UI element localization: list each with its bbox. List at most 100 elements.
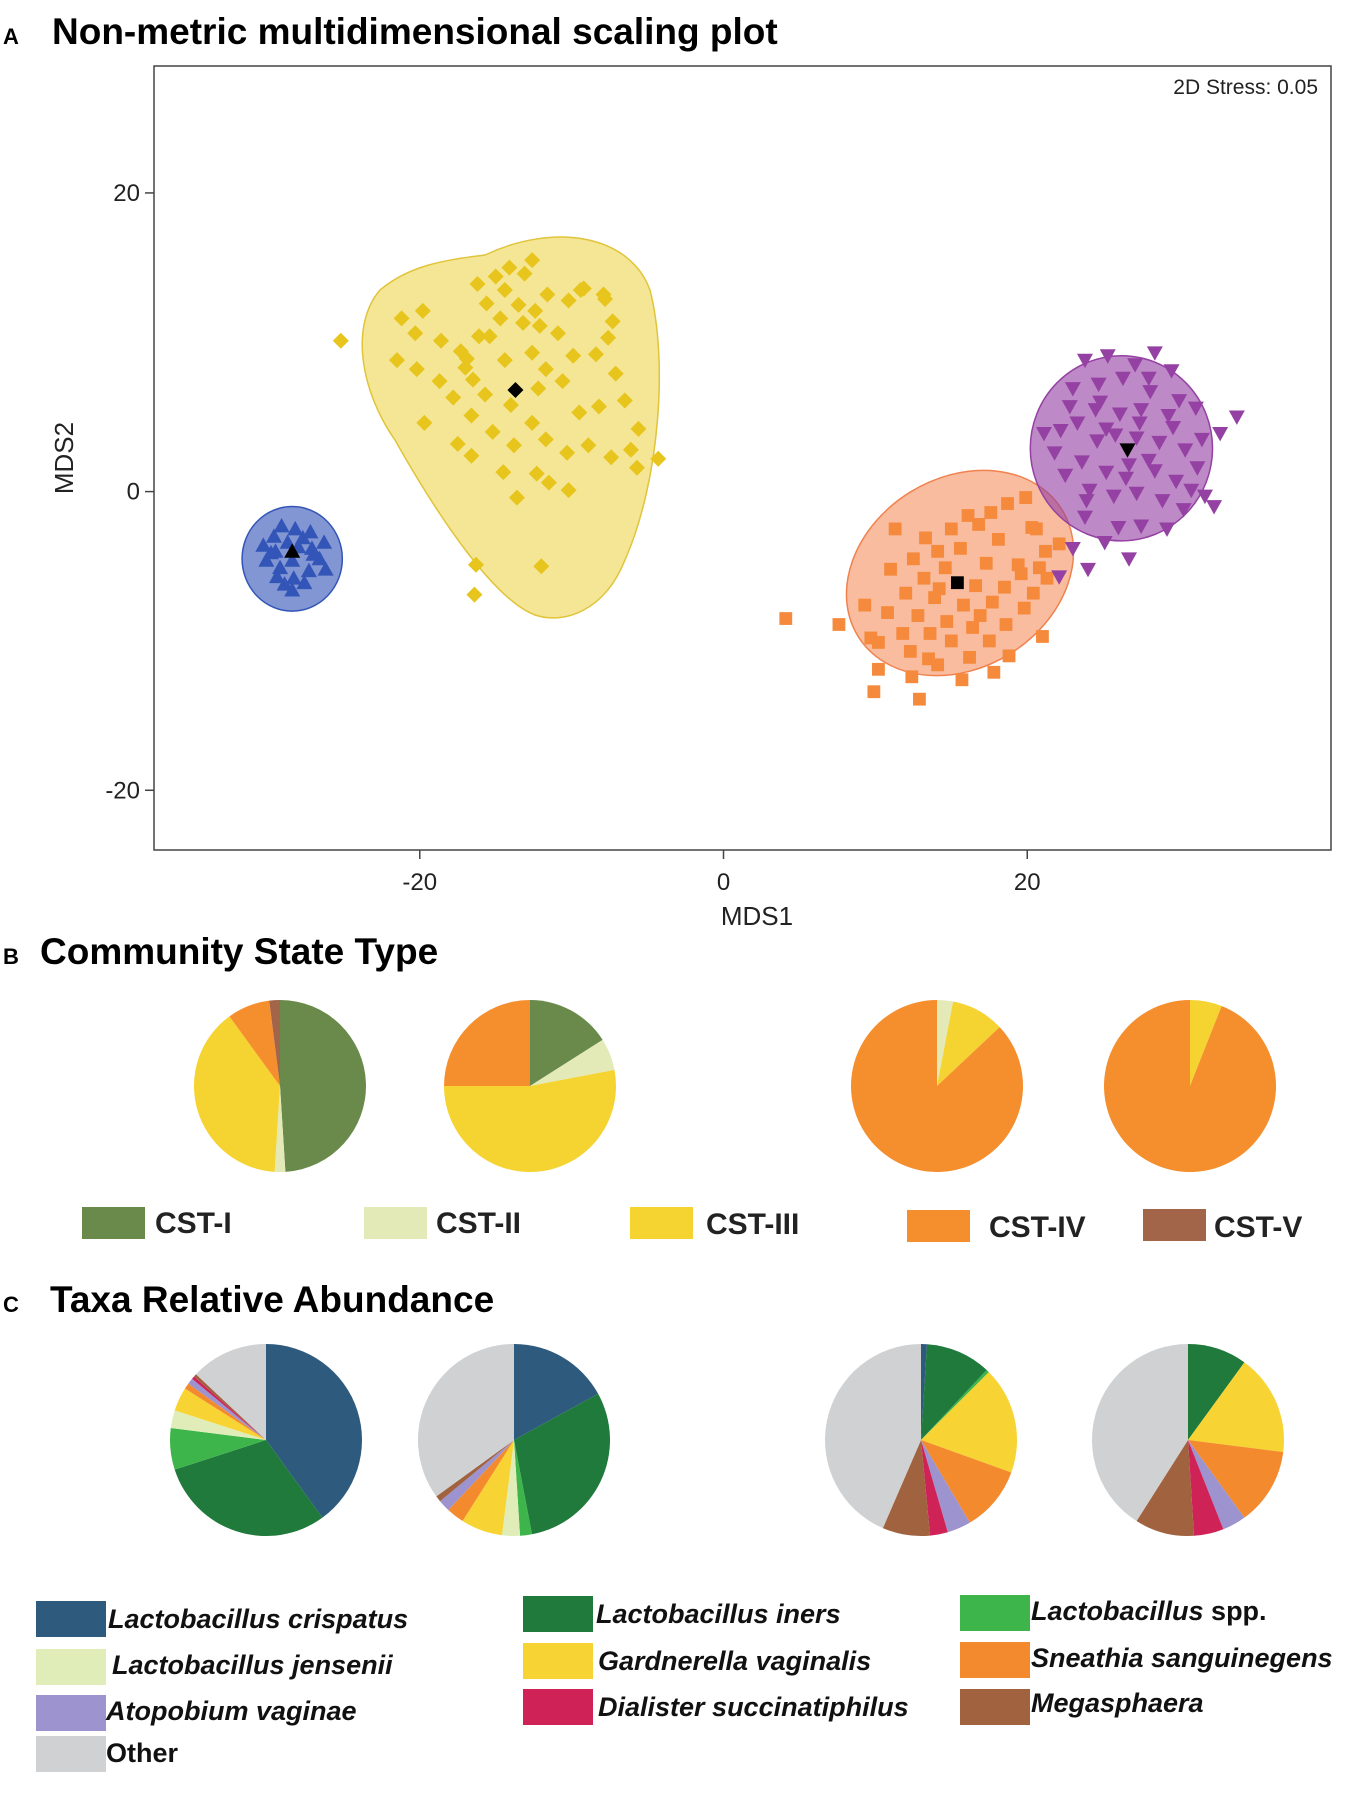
- cst-iv-point: [899, 586, 913, 600]
- cst-iv-point: [881, 606, 894, 619]
- taxa-pie-4-lactobacillus-iners-slice: [1188, 1344, 1245, 1440]
- cst-iii-point: [445, 389, 462, 406]
- cst-iv-point: [987, 665, 1001, 679]
- cst-iii-point: [510, 296, 527, 313]
- cst-v-point: [1081, 483, 1098, 499]
- cst-iii-point: [554, 373, 571, 390]
- taxa-pie-2-other-slice: [418, 1344, 514, 1497]
- cst-iii-point: [458, 350, 475, 367]
- cst-v-point: [1131, 416, 1148, 431]
- cst-pie-1-cst-iv-slice: [229, 1000, 280, 1086]
- cst-pie-1-cst-iii-slice: [194, 1016, 280, 1172]
- cst-iii-point: [431, 373, 448, 390]
- cst-iii-point: [481, 328, 498, 345]
- cst-iii-point: [408, 361, 425, 378]
- cst-iv-point: [872, 662, 885, 676]
- cst-v-point: [1098, 422, 1115, 437]
- taxa-pie-3-sneathia-sanguinegens-slice: [921, 1440, 1012, 1523]
- cst-iii-hull: [361, 236, 661, 619]
- cst-legend-swatch-cst-iv: [907, 1210, 970, 1242]
- panel-a-letter: A: [3, 24, 19, 49]
- cst-i-point: [302, 523, 319, 539]
- cst-v-point: [1099, 349, 1116, 364]
- cst-iii-point: [388, 352, 405, 369]
- cst-v-point: [1089, 434, 1106, 449]
- cst-i-point: [285, 570, 302, 585]
- cst-pie-2-cst-iii-slice: [444, 1069, 616, 1173]
- cst-v-point: [1183, 483, 1200, 499]
- cst-pies: [194, 1000, 1276, 1173]
- taxa-pie-4-megasphaera-slice: [1136, 1440, 1195, 1536]
- cst-v-point: [1160, 409, 1177, 424]
- cst-iii-point: [600, 329, 617, 346]
- cst-legend-swatch-cst-iii: [630, 1207, 693, 1239]
- cst-iii-point: [587, 346, 604, 363]
- cst-iii-point: [607, 365, 624, 382]
- cst-iv-point: [1001, 497, 1014, 510]
- cst-v-point: [1076, 353, 1093, 369]
- cst-iii-point: [433, 332, 450, 349]
- cst-iv-point: [955, 673, 969, 687]
- cst-legend-swatch-cst-i: [82, 1207, 145, 1239]
- taxa-pie-2-megasphaera-slice: [436, 1440, 514, 1502]
- cst-iii-point: [502, 396, 519, 413]
- cst-i-point: [269, 568, 286, 584]
- taxa-legend-swatch-lactobacillus-iners: [523, 1596, 593, 1632]
- cst-iv-point: [957, 598, 970, 612]
- cst-iv-point: [888, 522, 902, 536]
- cst-v-point: [1187, 401, 1204, 416]
- cst-v-point: [1165, 420, 1182, 436]
- cst-iii-point: [463, 407, 480, 424]
- cst-iii-point: [416, 414, 433, 431]
- taxa-legend: Lactobacillus crispatus Lactobacillus ine…: [36, 1595, 1333, 1772]
- cst-v-point: [1133, 519, 1150, 534]
- cst-iv-point: [973, 609, 987, 622]
- cst-iii-point: [407, 325, 424, 342]
- cst-pie-1-cst-ii-slice: [274, 1086, 286, 1173]
- taxa-pie-1-dialister-succinatiphilus-slice: [192, 1376, 266, 1440]
- cst-iii-point: [530, 380, 547, 397]
- cst-iii-point: [560, 292, 577, 309]
- cst-v-point: [1078, 494, 1095, 509]
- taxa-legend-swatch-lactobacillus-crispatus: [36, 1601, 106, 1637]
- cst-iv-point: [906, 552, 920, 566]
- cst-iv-centroid: [950, 576, 964, 590]
- taxa-pie-2-lactobacillus-jensenii-slice: [501, 1440, 521, 1537]
- cst-pie-3-cst-iii-slice: [937, 1001, 1000, 1086]
- taxa-pie-1-sneathia-sanguinegens-slice: [184, 1383, 266, 1440]
- cst-iii-point: [549, 325, 566, 342]
- panel-a-title: Non-metric multidimensional scaling plot: [52, 11, 778, 52]
- taxa-pie-2-lactobacillus-spp-slice: [514, 1440, 532, 1536]
- cst-v-point: [1158, 522, 1175, 537]
- panel-b-letter: B: [3, 944, 19, 969]
- taxa-pie-1-other-slice: [196, 1344, 266, 1440]
- cst-iii-point: [495, 464, 512, 481]
- cst-iv-point: [1033, 561, 1046, 575]
- cst-iii-point: [478, 295, 495, 312]
- cluster-hulls: [361, 236, 1075, 677]
- cst-i-point: [276, 576, 293, 591]
- taxa-legend-label-sneathia-sanguinegens: Sneathia sanguinegens: [1031, 1643, 1333, 1673]
- cst-legend-swatch-cst-v: [1143, 1209, 1206, 1241]
- taxa-pie-2-gardnerella-vaginalis-slice: [462, 1440, 514, 1536]
- taxa-legend-swatch-sneathia-sanguinegens: [960, 1642, 1030, 1678]
- cst-iv-point: [779, 612, 793, 625]
- panel-c-title: Taxa Relative Abundance: [50, 1279, 494, 1320]
- y-axis-label: MDS2: [49, 422, 79, 494]
- cst-iv-point: [985, 595, 999, 609]
- cst-iv-point: [938, 561, 952, 575]
- taxa-pie-1-megasphaera-slice: [193, 1374, 266, 1440]
- cst-iv-point: [982, 634, 996, 648]
- cst-legend-label-cst-v: CST-V: [1214, 1211, 1302, 1244]
- cst-iii-point: [597, 290, 614, 307]
- cst-iii-point: [524, 344, 541, 361]
- taxa-legend-swatch-atopobium-vaginae: [36, 1695, 106, 1731]
- cst-v-point: [1096, 535, 1113, 551]
- cst-iii-point: [516, 265, 533, 282]
- cst-v-point: [1206, 500, 1223, 515]
- cst-iii-point: [590, 398, 607, 415]
- x-tick-label: 20: [1014, 869, 1041, 896]
- cst-v-point: [1064, 382, 1081, 397]
- cst-iii-point: [467, 556, 484, 573]
- cst-pie-4-cst-iv-slice: [1104, 1000, 1276, 1173]
